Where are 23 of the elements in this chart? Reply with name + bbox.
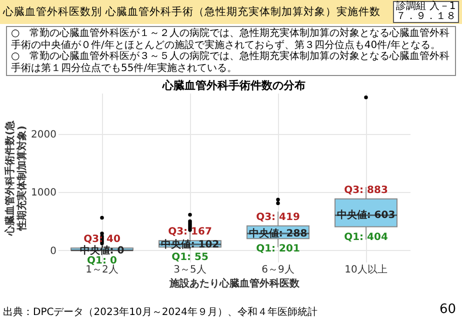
annotation: Q1: 55 — [172, 252, 208, 264]
y-tick-label: 1000 — [31, 188, 56, 199]
annotation: Q3: 167 — [168, 226, 212, 238]
chart-title: 心臓血管外科医数別 心臓血管外科手術（急性期充実体制加算対象）実施件数 — [3, 5, 380, 19]
y-axis-title: 心臓血管外科手術件数(急性期充実体制加算対象) — [4, 120, 28, 236]
annotation: Q3: 883 — [344, 184, 388, 196]
x-axis-title: 施設あたり心臓血管外科医数 — [168, 278, 300, 290]
x-tick-label: 1～2人 — [86, 264, 118, 276]
y-tick-label: 2000 — [31, 129, 56, 140]
annotation: Q1: 404 — [344, 232, 388, 243]
source-note: 出典：DPCデータ（2023年10月～2024年９月）、令和４年医師統計 — [3, 306, 318, 319]
text: 60 — [439, 302, 456, 317]
annotation: Q3: 419 — [256, 212, 300, 223]
text: ○ 常勤の心臓血管外科医が１～２人の病院では、急性期充実体制加算の対象となる心臓血管外科手術の中央値が０件/年とほとんどの施設で実施されておらず、第３四分位点も40件/年となる。 — [11, 28, 451, 50]
y-tick-label: 0 — [50, 246, 56, 257]
text: ○ 常勤の心臓血管外科医が３～５人の病院では、急性期充実体制加算の対象となる心臓血管外科手術は第１四分位点でも55件/年実施されている。 — [11, 51, 451, 74]
x-tick-label: 3～5人 — [174, 264, 206, 276]
text: 診調組 入－1 ７．９．１８ — [393, 1, 459, 23]
annotation: Q1: 201 — [256, 244, 300, 255]
annotation: Q1: 0 — [87, 255, 117, 266]
x-tick-label: 6～9人 — [262, 264, 294, 276]
chart-subtitle: 心臓血管外科手術件数の分布 — [162, 79, 306, 92]
x-tick-label: 10人以上 — [344, 264, 388, 276]
